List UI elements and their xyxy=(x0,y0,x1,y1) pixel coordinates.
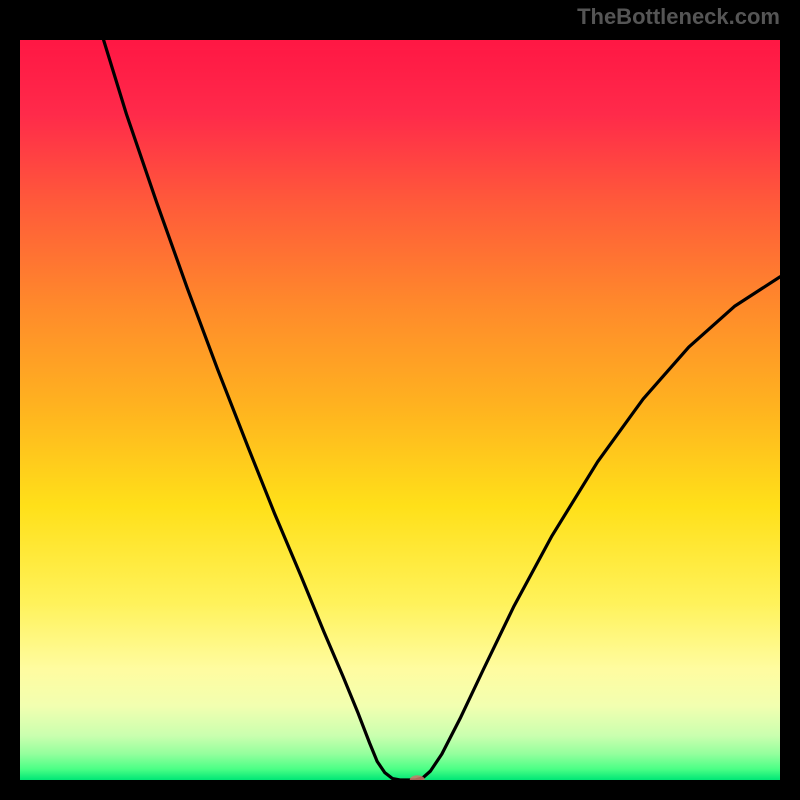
bottleneck-curve xyxy=(104,40,780,780)
watermark-text: TheBottleneck.com xyxy=(577,4,780,30)
chart-frame: TheBottleneck.com xyxy=(0,0,800,800)
curve-layer xyxy=(20,40,780,780)
plot-area xyxy=(20,40,780,780)
minimum-marker xyxy=(410,775,424,780)
